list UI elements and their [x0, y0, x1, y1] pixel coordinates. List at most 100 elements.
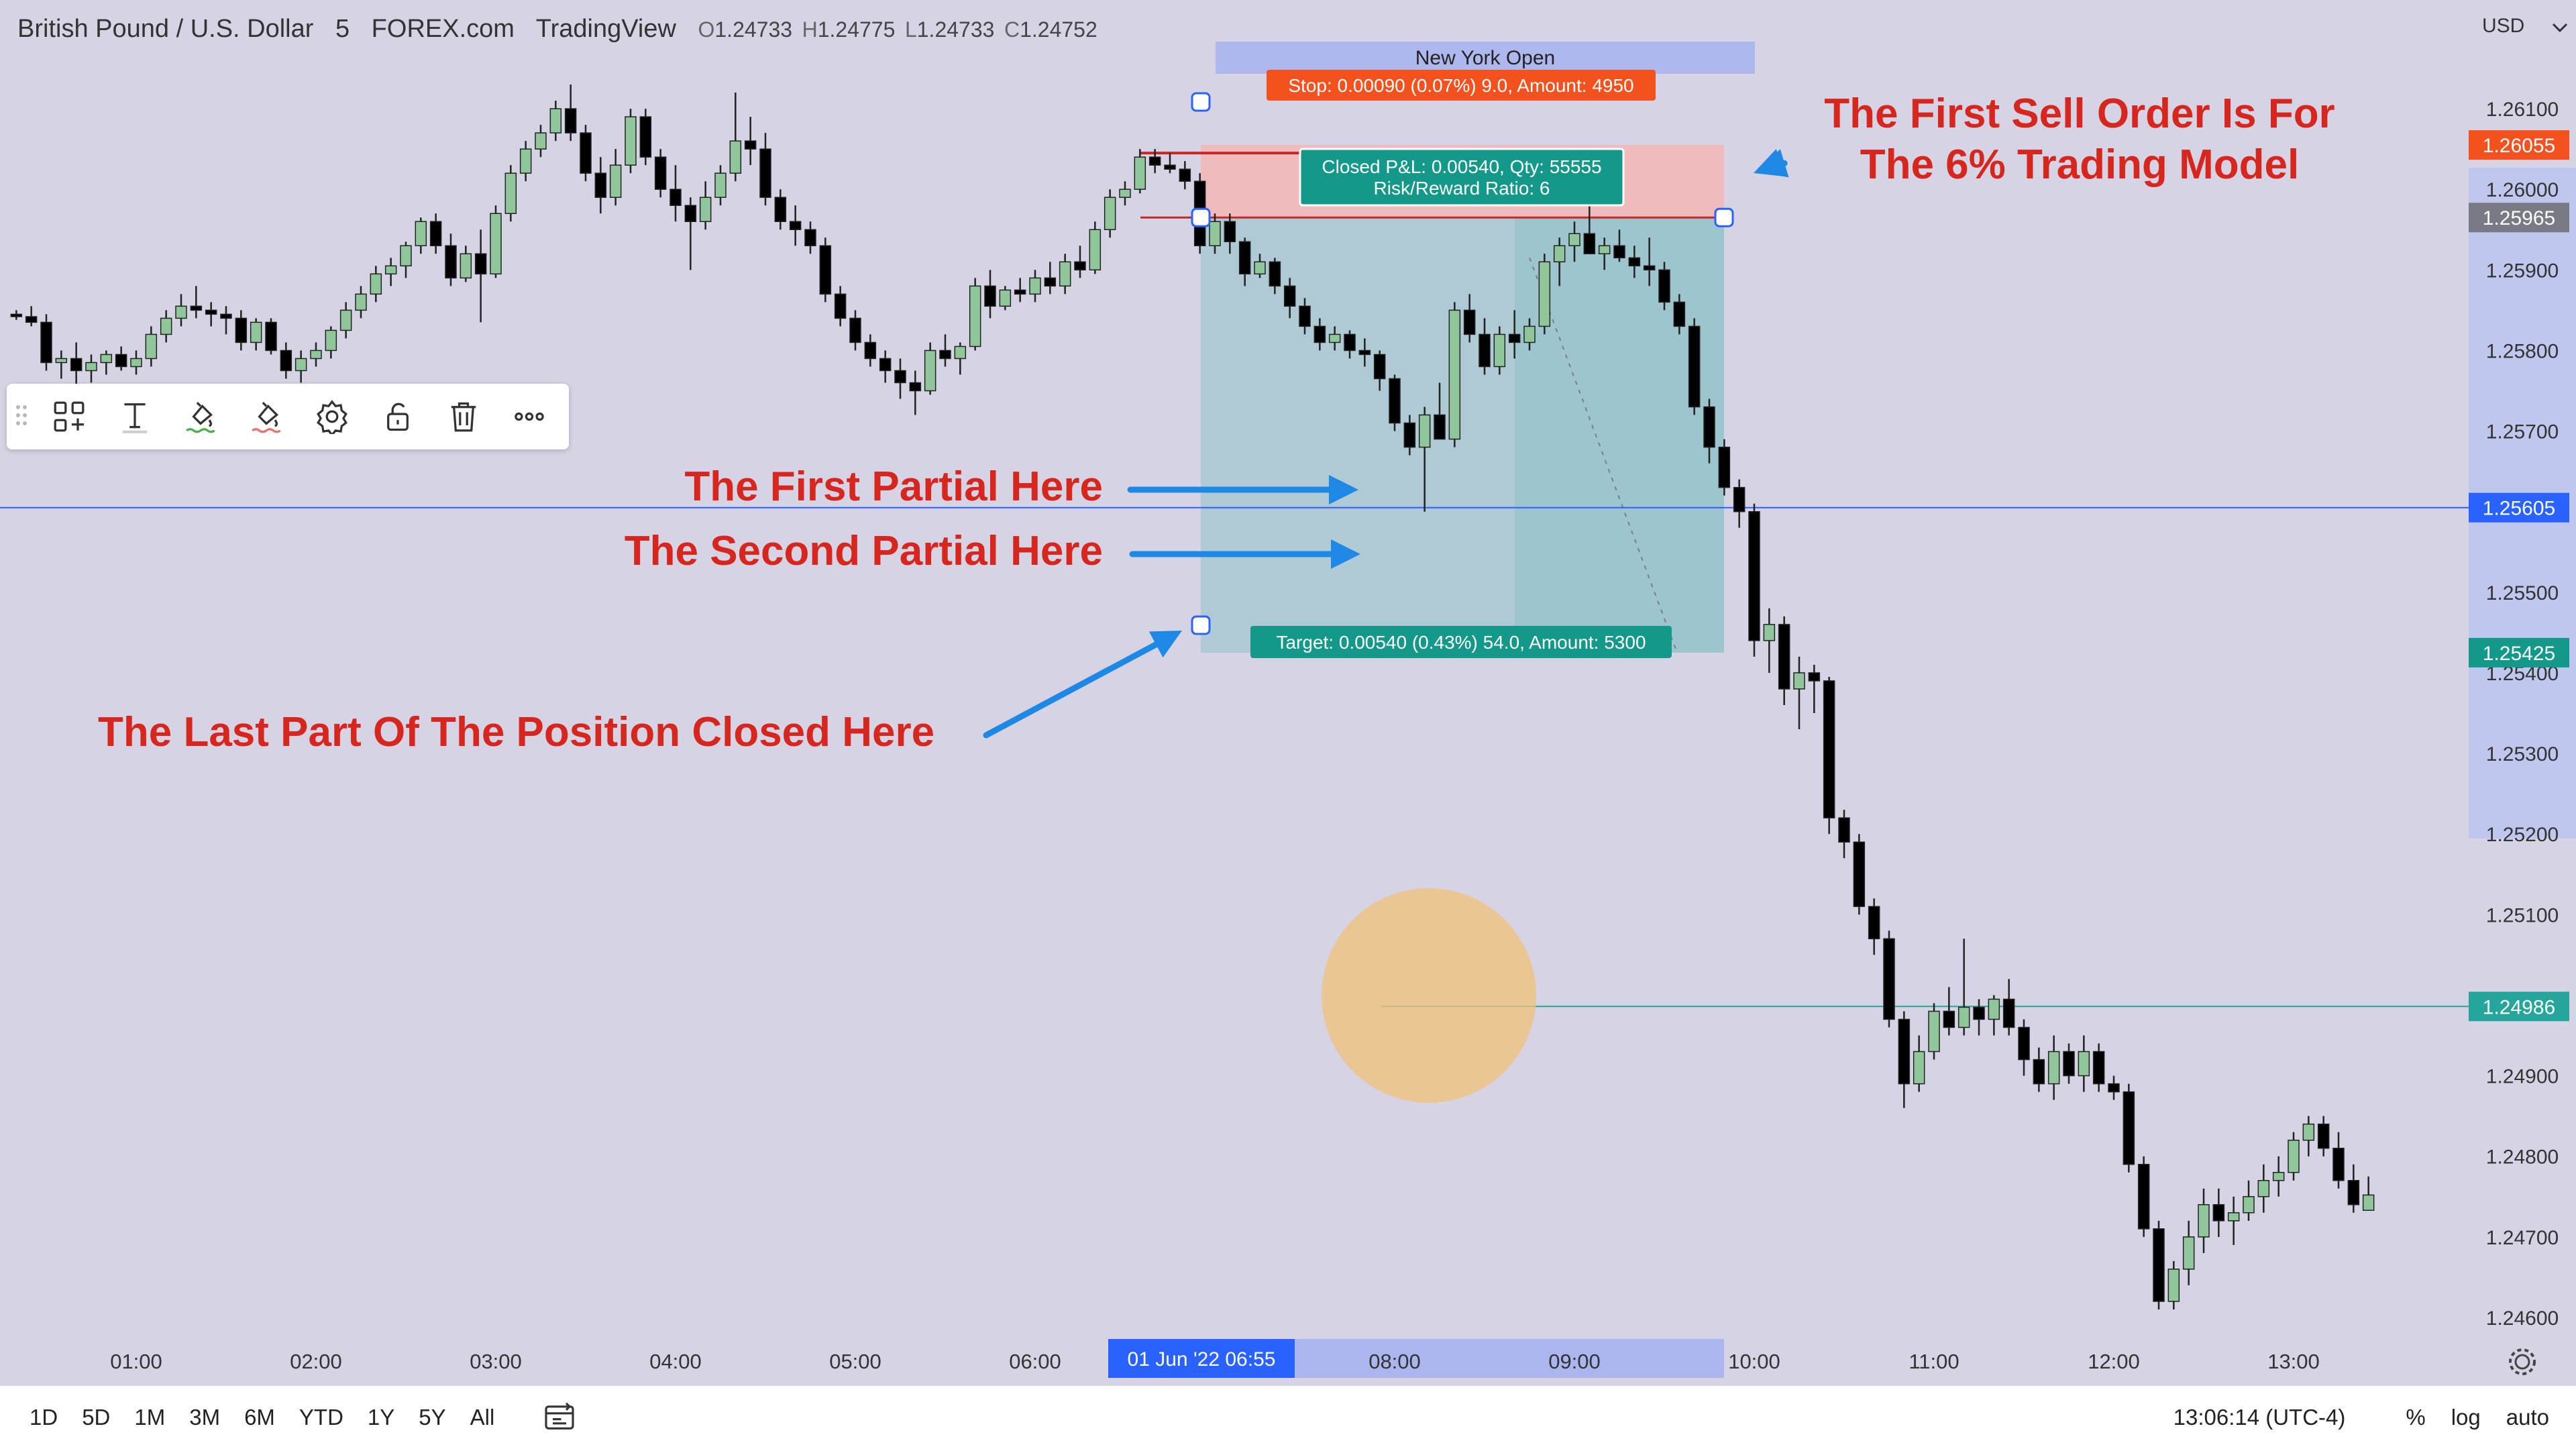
price-badge-1[interactable] — [2469, 203, 2569, 233]
candle-body — [1973, 1006, 1985, 1020]
candle-body — [1778, 624, 1790, 690]
candle-body — [325, 329, 337, 352]
compare-calendar-icon[interactable] — [543, 1401, 576, 1434]
candle-68 — [1029, 270, 1041, 303]
position-handle-3[interactable] — [1191, 615, 1211, 635]
fill-color-icon[interactable] — [233, 384, 299, 449]
gear-ring — [2514, 1354, 2530, 1370]
range-button-1d[interactable]: 1D — [30, 1405, 58, 1430]
candle-35 — [535, 125, 547, 158]
range-button-1m[interactable]: 1M — [134, 1405, 166, 1430]
candle-body — [2317, 1123, 2330, 1149]
candle-142 — [2137, 1156, 2150, 1237]
price-badge-3[interactable] — [2469, 637, 2569, 667]
range-button-ytd[interactable]: YTD — [299, 1405, 343, 1430]
position-handle-2[interactable] — [1714, 207, 1734, 227]
candle-body — [580, 132, 592, 174]
lock-icon[interactable] — [365, 384, 431, 449]
position-handle-0[interactable] — [1191, 92, 1211, 112]
price-badge-0[interactable] — [2469, 130, 2569, 160]
range-button-5y[interactable]: 5Y — [419, 1405, 446, 1430]
range-button-3m[interactable]: 3M — [189, 1405, 221, 1430]
candle-body — [1389, 378, 1401, 424]
candle-40 — [609, 149, 622, 206]
candle-body — [2153, 1228, 2165, 1302]
candle-body — [2227, 1212, 2240, 1222]
candle-body — [1434, 414, 1446, 440]
low-value: 1.24733 — [916, 17, 995, 42]
line-color-icon[interactable] — [168, 384, 233, 449]
candle-body — [699, 197, 712, 223]
auto-toggle[interactable]: auto — [2506, 1405, 2549, 1430]
candle-body — [609, 164, 622, 198]
candle-93 — [1403, 415, 1416, 455]
clock-label[interactable]: 13:06:14 (UTC-4) — [2173, 1405, 2346, 1430]
time-tick-6: 08:00 — [1368, 1350, 1421, 1373]
range-button-1y[interactable]: 1Y — [367, 1405, 395, 1430]
candle-143 — [2153, 1220, 2165, 1309]
candle-132 — [1988, 995, 2000, 1036]
candle-body — [729, 140, 742, 174]
pnl-box[interactable] — [1299, 148, 1625, 207]
symbol-header[interactable]: British Pound / U.S. Dollar 5 FOREX.com … — [17, 15, 1100, 44]
interval-label[interactable]: 5 — [335, 15, 350, 43]
trade-path-line — [1529, 257, 1678, 653]
session-band — [1216, 42, 1755, 74]
range-button-6m[interactable]: 6M — [244, 1405, 275, 1430]
candle-137 — [2063, 1043, 2075, 1084]
currency-label[interactable]: USD — [2482, 15, 2524, 37]
arrow-head — [1148, 631, 1182, 658]
candle-89 — [1344, 330, 1356, 359]
price-badge-4[interactable] — [2469, 991, 2569, 1022]
candle-body — [1418, 414, 1431, 448]
log-toggle[interactable]: log — [2451, 1405, 2481, 1430]
candle-body — [1823, 680, 1835, 818]
templates-icon[interactable] — [36, 384, 102, 449]
candle-body — [2123, 1091, 2135, 1165]
candle-body — [2137, 1163, 2150, 1230]
range-button-5d[interactable]: 5D — [82, 1405, 111, 1430]
candle-body — [1209, 221, 1221, 247]
candle-26 — [400, 241, 412, 278]
candle-body — [1688, 325, 1701, 408]
candle-113 — [1703, 398, 1715, 464]
candle-15 — [235, 310, 248, 351]
session-label: New York Open — [1415, 47, 1555, 69]
candle-body — [2212, 1204, 2225, 1222]
candle-body — [1733, 486, 1746, 513]
candle-body — [2092, 1051, 2105, 1085]
candle-110 — [1658, 262, 1670, 311]
range-button-all[interactable]: All — [470, 1405, 495, 1430]
candle-body — [100, 354, 113, 364]
candle-66 — [999, 286, 1012, 311]
axis-settings-icon[interactable] — [2509, 1348, 2536, 1375]
target-label-box[interactable] — [1250, 626, 1672, 658]
position-handle-1[interactable] — [1191, 207, 1211, 227]
candle-body — [2018, 1026, 2030, 1061]
candle-body — [984, 285, 996, 307]
candle-body — [789, 221, 802, 231]
more-icon[interactable] — [496, 384, 562, 449]
percent-toggle[interactable]: % — [2406, 1405, 2426, 1430]
candle-74 — [1119, 181, 1131, 206]
delete-icon[interactable] — [431, 384, 496, 449]
candle-131 — [1973, 999, 1985, 1036]
candle-37 — [564, 85, 577, 142]
candle-147 — [2212, 1188, 2225, 1237]
text-icon[interactable] — [102, 384, 168, 449]
drawing-toolbar[interactable] — [7, 384, 569, 449]
candle-59 — [894, 358, 906, 399]
symbol-name[interactable]: British Pound / U.S. Dollar — [17, 15, 314, 43]
candle-body — [1104, 197, 1116, 231]
price-badge-2[interactable] — [2469, 492, 2569, 523]
candle-151 — [2272, 1156, 2285, 1197]
stop-label-box[interactable] — [1267, 70, 1656, 101]
candle-9 — [145, 326, 158, 367]
settings-icon[interactable] — [299, 384, 365, 449]
candle-body — [1957, 1006, 1970, 1028]
chevron-down-icon[interactable] — [2552, 23, 2568, 33]
candle-body — [1748, 511, 1760, 641]
drag-handle-icon[interactable] — [7, 384, 36, 449]
